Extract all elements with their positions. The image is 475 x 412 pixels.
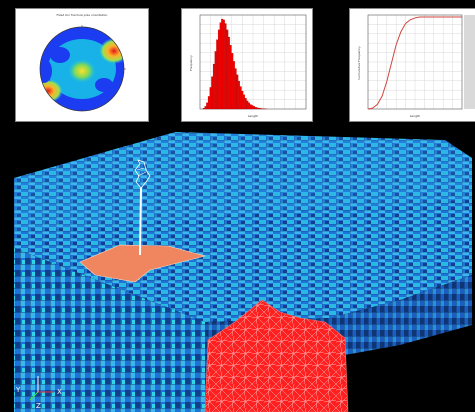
histogram-panel: Frequency Length: [181, 8, 313, 122]
histogram-bar: [202, 107, 205, 110]
fracture-3d-viewport[interactable]: [0, 120, 475, 412]
histogram-bar: [221, 18, 224, 110]
histogram-bar: [241, 90, 244, 110]
model-front-face: [14, 248, 205, 412]
histogram-bar: [251, 105, 254, 110]
histogram-bar: [256, 107, 259, 110]
stereonet-title: Fixed bin fracture pole orientation: [57, 13, 108, 17]
histogram-bar: [217, 29, 220, 110]
histogram-chart: Frequency Length: [189, 14, 307, 118]
histogram-bar: [238, 80, 240, 110]
cdf-ylabel: Cumulative Frequency: [357, 46, 361, 80]
stereonet-panel: Fixed bin fracture pole orientation: [15, 8, 149, 122]
histogram-bar: [246, 100, 249, 110]
cdf-side-strip: [464, 15, 475, 109]
histogram-bar: [219, 22, 222, 110]
cdf-panel: Cumulative Frequency Length: [349, 8, 475, 122]
histogram-bar: [209, 87, 212, 110]
histogram-bar: [243, 94, 245, 110]
histogram-bar: [259, 108, 262, 110]
histogram-bar: [222, 19, 225, 110]
histogram-bar: [233, 61, 235, 110]
histogram-bar: [248, 102, 250, 110]
stereonet-plot: Fixed bin fracture pole orientation: [39, 13, 126, 112]
axis-y: [29, 391, 39, 401]
histogram-bar: [239, 86, 242, 110]
histogram-xlabel: Length: [248, 114, 258, 118]
stereonet-density: [40, 27, 124, 111]
histogram-bar: [249, 104, 252, 110]
histogram-bar: [229, 44, 232, 110]
histogram-bar: [207, 96, 210, 110]
cdf-chart: Cumulative Frequency Length: [357, 14, 475, 118]
axis-z-label: Z: [36, 402, 41, 410]
histogram-bar: [216, 39, 219, 110]
surface-highlight: [14, 132, 472, 232]
histogram-bar: [236, 74, 239, 110]
histogram-bar: [224, 23, 227, 110]
wellbore: [134, 159, 151, 256]
axis-y-label: Y: [15, 386, 21, 394]
histogram-bar: [253, 106, 255, 110]
axis-x-label: X: [57, 388, 62, 396]
histogram-bar: [228, 36, 230, 110]
cdf-curve: [367, 16, 462, 110]
histogram-bar: [211, 76, 214, 110]
histogram-ylabel: Frequency: [189, 55, 193, 71]
axis-triad: Y X Z: [15, 376, 62, 410]
fracture-cluster: [204, 299, 349, 412]
fracture-plane: [79, 244, 207, 283]
histogram-bar: [258, 107, 261, 110]
histogram-bar: [244, 98, 247, 110]
histogram-bar: [204, 106, 207, 110]
cdf-xlabel: Length: [410, 114, 420, 118]
histogram-bar: [234, 68, 237, 110]
histogram-bar: [231, 53, 234, 110]
histogram-bar: [254, 107, 257, 110]
histogram-bar: [214, 51, 217, 110]
histogram-bar: [206, 102, 209, 110]
histogram-bar: [212, 63, 215, 110]
histogram-bar: [226, 29, 229, 110]
